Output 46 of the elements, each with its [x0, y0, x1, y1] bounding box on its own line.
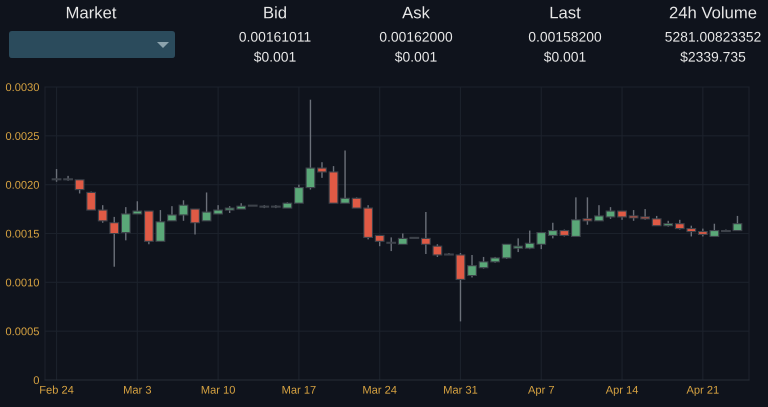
category-label: Market	[66, 6, 116, 18]
candlestick	[120, 206, 131, 242]
y-tick-label: 0.0020	[6, 180, 40, 189]
text: 0.00162000	[380, 32, 452, 42]
y-tick-label: 0.0005	[6, 327, 39, 336]
category-label: Last	[550, 6, 581, 18]
text: $0.001	[254, 51, 296, 63]
candlestick	[536, 232, 546, 250]
candlestick	[674, 219, 685, 230]
candlestick	[420, 211, 431, 255]
candlestick	[132, 200, 142, 215]
x-tick-label: Feb 24	[40, 386, 74, 394]
y-tick-label: 0.0010	[6, 278, 40, 286]
y-tick-label: 0.0030	[6, 83, 40, 92]
x-tick-label: Apr 7	[528, 386, 554, 396]
x-tick-label: Mar 17	[282, 386, 316, 394]
candlestick	[686, 224, 696, 238]
y-tick-label: 0.0015	[6, 230, 39, 238]
text: 0.00158200	[528, 32, 602, 42]
y-tick-label: 0	[34, 376, 40, 384]
text: 5281.00823352	[665, 32, 761, 42]
candlestick	[386, 236, 396, 252]
candlestick	[502, 244, 512, 260]
category-label: Bid	[264, 6, 286, 18]
text: $2339.735	[680, 51, 746, 63]
candlestick	[398, 232, 408, 245]
candlestick	[513, 238, 524, 253]
x-tick-label: Mar 10	[202, 386, 235, 394]
text: $0.001	[544, 51, 586, 63]
y-tick-label: 0.0025	[6, 132, 39, 140]
text: $0.001	[394, 51, 437, 63]
x-tick-label: Apr 21	[686, 386, 719, 396]
x-tick-label: Mar 31	[444, 386, 478, 394]
x-tick-label: Mar 24	[363, 386, 397, 394]
x-tick-label: Apr 14	[606, 386, 638, 396]
candlestick	[86, 190, 96, 211]
candlestick	[374, 234, 385, 247]
candlestick	[548, 222, 558, 240]
text: 0.00161011	[239, 32, 311, 42]
x-tick-label: Mar 3	[124, 386, 152, 394]
candlestick	[109, 216, 120, 268]
category-label: 24h Volume	[670, 6, 756, 18]
candlestick	[98, 204, 108, 224]
candlestick	[524, 230, 535, 250]
category-label: Ask	[402, 6, 430, 18]
candlestick	[652, 215, 662, 226]
